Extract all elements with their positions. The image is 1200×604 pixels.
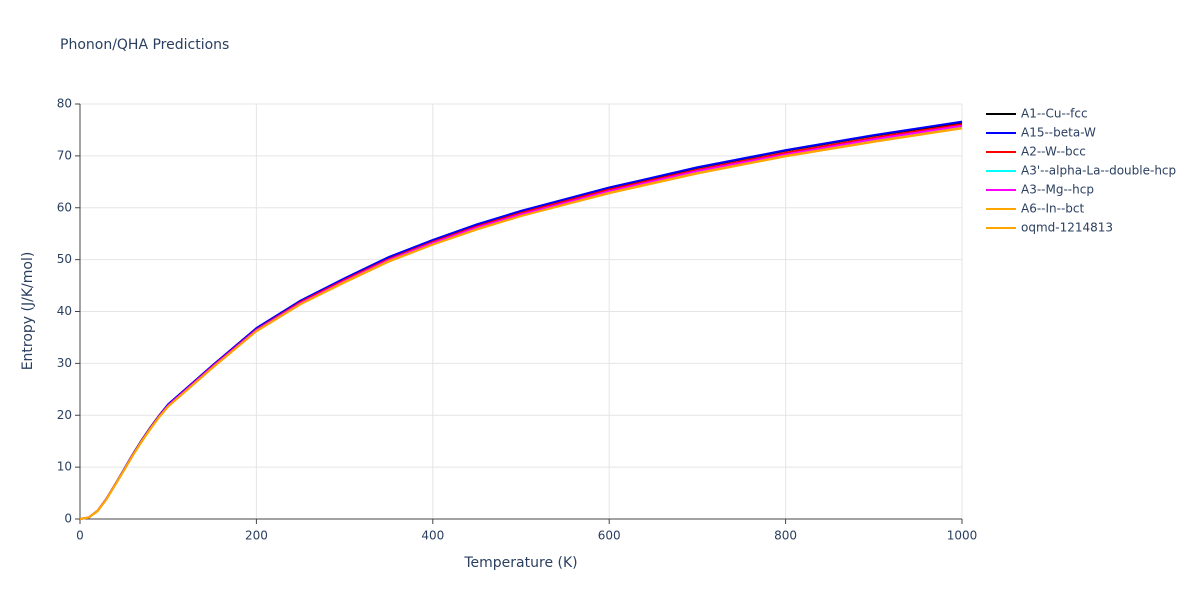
y-tick-label: 60: [57, 200, 72, 214]
series-line: [79, 124, 963, 520]
legend-label: A2--W--bcc: [1021, 145, 1086, 159]
x-tick-label: 200: [245, 529, 268, 543]
y-tick-label: 80: [57, 97, 72, 111]
legend-label: oqmd-1214813: [1021, 221, 1113, 235]
y-tick-label: 40: [57, 304, 72, 318]
y-axis-title: Entropy (J/K/mol): [20, 252, 36, 371]
legend-label: A15--beta-W: [1021, 126, 1096, 140]
legend-label: A3'--alpha-La--double-hcp: [1021, 164, 1176, 178]
y-tick-label: 0: [64, 512, 72, 526]
series-line: [79, 123, 963, 520]
legend-label: A3--Mg--hcp: [1021, 183, 1094, 197]
y-tick-label: 30: [57, 356, 72, 370]
legend-label: A6--In--bct: [1021, 202, 1085, 216]
x-tick-label: 0: [76, 529, 84, 543]
series-line: [79, 121, 963, 520]
x-tick-label: 800: [774, 529, 797, 543]
x-tick-label: 1000: [947, 529, 978, 543]
y-tick-label: 70: [57, 148, 72, 162]
y-tick-label: 20: [57, 408, 72, 422]
series-line: [79, 126, 963, 520]
x-axis-title: Temperature (K): [463, 555, 577, 571]
legend-label: A1--Cu--fcc: [1021, 107, 1088, 121]
y-tick-label: 50: [57, 252, 72, 266]
x-tick-label: 400: [421, 529, 444, 543]
series-line: [79, 127, 963, 520]
x-tick-label: 600: [598, 529, 621, 543]
series-line: [79, 125, 963, 520]
chart-title: Phonon/QHA Predictions: [60, 37, 229, 53]
series-line: [79, 120, 963, 520]
y-tick-label: 10: [57, 460, 72, 474]
